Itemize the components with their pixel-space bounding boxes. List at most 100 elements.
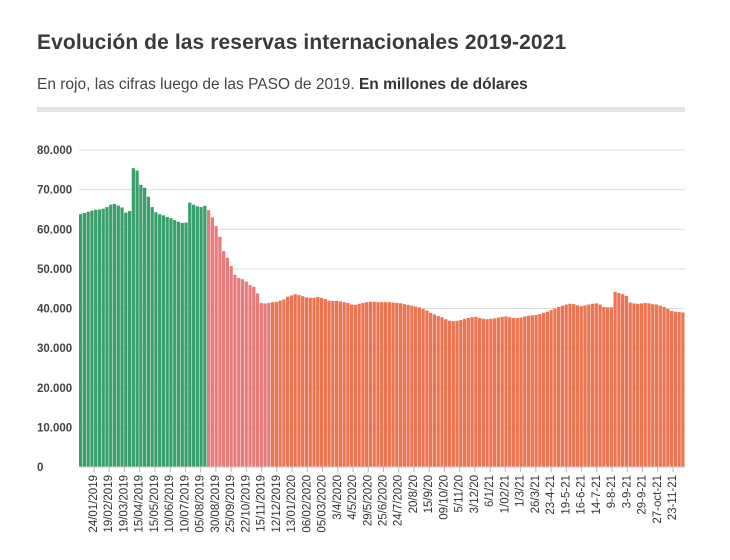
bar xyxy=(534,314,538,467)
bar xyxy=(493,318,497,467)
bar xyxy=(255,293,260,467)
bar xyxy=(651,304,655,467)
x-tick-label: 5/11/20 xyxy=(454,475,466,513)
bar xyxy=(628,302,632,467)
bar xyxy=(583,305,587,467)
subtitle-plain: En rojo, las cifras luego de las PASO de… xyxy=(37,76,355,93)
bar xyxy=(252,286,256,467)
bar xyxy=(259,302,263,467)
bar xyxy=(338,301,342,467)
bar xyxy=(90,210,94,467)
bar xyxy=(511,318,516,467)
subtitle-bold: En millones de dólares xyxy=(358,76,528,93)
bar xyxy=(94,209,98,467)
bar xyxy=(594,303,598,467)
bar xyxy=(669,310,674,467)
bar xyxy=(549,310,553,467)
bar xyxy=(267,302,271,467)
bar xyxy=(590,303,595,467)
bar xyxy=(519,317,523,467)
bar xyxy=(263,303,267,467)
bar xyxy=(334,300,339,467)
bar xyxy=(316,297,320,467)
bar xyxy=(105,207,109,467)
bar xyxy=(146,196,151,467)
bar xyxy=(636,303,640,467)
bar xyxy=(677,312,681,467)
x-tick-label: 10/06/2019 xyxy=(164,475,176,533)
bar xyxy=(413,306,418,467)
bar xyxy=(124,212,128,467)
chart-subtitle: En rojo, las cifras luego de las PASO de… xyxy=(37,76,528,94)
x-tick-label: 15/04/2019 xyxy=(134,475,146,533)
bar xyxy=(372,301,376,467)
bar xyxy=(331,300,335,467)
bar xyxy=(564,304,568,467)
bar xyxy=(402,304,406,467)
x-tick-label: 30/08/2019 xyxy=(210,475,222,533)
bar xyxy=(154,212,158,467)
bar xyxy=(587,304,591,467)
bar xyxy=(459,319,463,467)
bar xyxy=(481,318,486,467)
bar xyxy=(575,305,580,467)
x-tick-label: 25/09/2019 xyxy=(225,475,237,533)
bar xyxy=(617,293,621,467)
bar xyxy=(545,311,549,467)
bar xyxy=(199,207,203,467)
x-tick-label: 19/02/2019 xyxy=(103,475,115,533)
bar xyxy=(560,305,565,467)
bar xyxy=(440,317,444,467)
x-tick-label: 05/08/2019 xyxy=(195,475,207,533)
y-tick-label: 50.000 xyxy=(37,264,72,276)
bar xyxy=(180,222,184,467)
x-tick-label: 26/3/21 xyxy=(530,475,542,513)
bar xyxy=(165,216,169,467)
bar xyxy=(248,285,252,467)
bar xyxy=(301,296,305,467)
bar xyxy=(572,304,576,467)
y-tick-label: 60.000 xyxy=(37,224,72,236)
bar xyxy=(436,316,440,467)
bar xyxy=(489,318,493,467)
bar xyxy=(515,318,519,467)
x-tick-label: 15/05/2019 xyxy=(149,475,161,533)
bar xyxy=(474,316,478,467)
bar xyxy=(278,300,282,467)
bar xyxy=(327,300,331,467)
x-tick-label: 24/7/2020 xyxy=(393,475,405,526)
bar xyxy=(218,236,222,467)
bar xyxy=(191,204,196,467)
x-tick-label: 25/6/2020 xyxy=(378,475,390,526)
bar xyxy=(237,277,241,467)
bar xyxy=(387,302,391,467)
y-tick-label: 30.000 xyxy=(37,343,72,355)
y-tick-label: 40.000 xyxy=(37,304,72,316)
x-tick-label: 23-11-21 xyxy=(667,475,679,520)
bar xyxy=(79,214,83,467)
bar xyxy=(203,205,207,467)
bar xyxy=(361,302,365,467)
x-tick-label: 06/02/2020 xyxy=(301,475,313,533)
x-tick-label: 4/5/2020 xyxy=(347,475,359,520)
bar xyxy=(365,302,369,467)
bar xyxy=(270,302,275,467)
bar xyxy=(654,304,659,467)
bar xyxy=(602,306,606,467)
bar xyxy=(639,303,644,467)
y-tick-label: 10.000 xyxy=(37,422,72,434)
bar xyxy=(470,317,474,467)
bar xyxy=(188,202,192,467)
x-tick-label: 09/10/20 xyxy=(438,475,450,520)
bar xyxy=(666,308,670,467)
bar xyxy=(353,304,358,467)
bar xyxy=(658,305,662,467)
x-tick-label: 15/9/20 xyxy=(423,475,435,513)
x-tick-label: 19/03/2019 xyxy=(118,475,130,533)
bar xyxy=(225,257,230,467)
x-tick-label: 05/03/2020 xyxy=(317,475,329,533)
bar xyxy=(429,312,433,467)
x-tick-label: 1/3/21 xyxy=(515,475,527,507)
x-tick-label: 3/12/20 xyxy=(469,475,481,513)
bar xyxy=(142,187,147,467)
